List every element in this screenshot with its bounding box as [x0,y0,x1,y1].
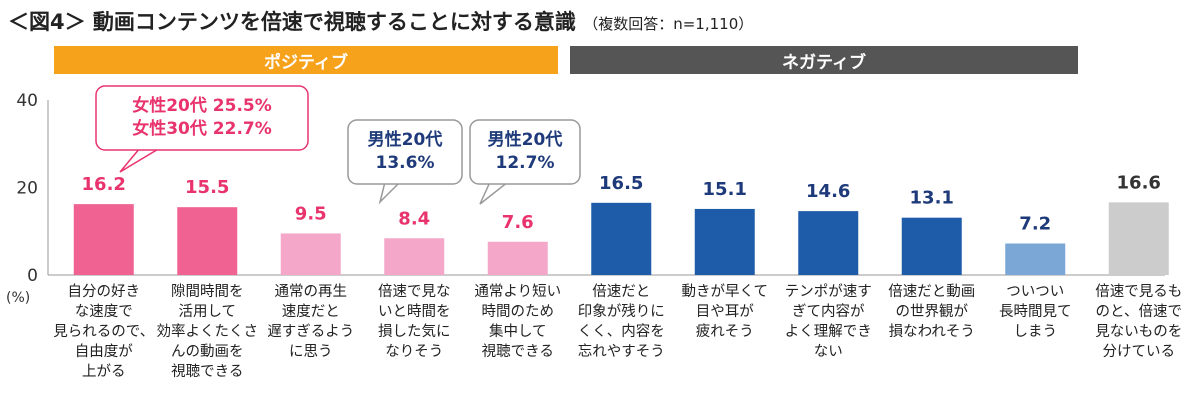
bar [1108,202,1169,275]
x-tick-label: 目や耳が [696,303,754,320]
x-tick-label: 自分の好き [68,283,141,300]
bar [280,233,341,275]
bar [487,241,548,275]
x-tick-label: 視聴できる [482,343,554,360]
bar-value-label: 13.1 [910,188,954,209]
x-tick-label: ない [814,343,843,360]
callout-box [469,119,581,185]
bar [798,211,859,275]
callout-text: 女性30代 22.7% [132,118,272,139]
x-tick-label: 倍速だと [592,283,650,300]
x-tick-label: 集中して [489,323,547,340]
y-tick-label: 20 [16,179,38,199]
bar-value-label: 16.2 [82,174,126,195]
positive-group-header: ポジティブ [54,46,558,74]
x-tick-label: 隙間時間を [171,283,244,300]
x-tick-label: 損なわれそう [889,323,975,340]
x-tick-label: 上がる [82,363,126,380]
x-tick-label: のと、倍速で [1096,303,1182,320]
x-tick-label: 倍速で見な [378,283,451,300]
x-tick-label: しまう [1014,324,1058,340]
callout-text: 12.7% [496,153,555,173]
x-tick-label: テンポが速す [785,283,872,300]
title-text: ＜図4＞ 動画コンテンツを倍速で視聴することに対する意識 [8,10,576,34]
x-tick-label: 通常より短い [474,283,561,300]
x-tick-label: 遅すぎるよう [267,323,354,340]
bar-value-label: 15.5 [185,177,229,198]
bar-value-label: 15.1 [703,179,747,200]
bar [384,238,445,275]
bar-value-label: 7.2 [1019,214,1051,235]
callout-tail [479,181,511,205]
sample-size-note: （複数回答：n=1,110） [583,15,754,33]
x-tick-label: よく理解でき [785,323,872,340]
callout-box [95,85,309,151]
x-tick-label: 効率よくたくさ [157,323,259,340]
x-tick-label: 時間のため [482,303,555,320]
x-tick-label: 忘れやすそう [578,343,665,360]
x-tick-label: 通常の再生 [275,283,348,300]
y-tick-label: 40 [16,91,38,111]
bar-value-label: 16.6 [1117,172,1161,193]
bar [73,204,134,275]
x-tick-label: 倍速で見るも [1095,283,1182,300]
bar [591,202,652,275]
x-tick-label: 速度だと [282,303,340,320]
x-tick-label: に思う [289,344,333,360]
x-tick-label: ついつい [1006,284,1064,300]
y-axis-unit-label: (%) [6,290,30,306]
callout-text: 男性20代 [368,129,443,150]
x-tick-label: 印象が残りに [578,303,665,320]
y-tick-label: 0 [27,266,38,286]
x-tick-label: 自由度が [75,343,133,360]
bar-value-label: 8.4 [398,208,430,229]
chart-title: ＜図4＞ 動画コンテンツを倍速で視聴することに対する意識 （複数回答：n=1,1… [8,6,753,36]
callout-bubble: 女性20代 25.5%女性30代 22.7% [95,85,309,173]
callout-text: 13.6% [376,153,435,173]
x-tick-label: 倍速だと動画 [888,283,975,300]
x-tick-label: 見られるので、 [53,323,154,340]
x-tick-label: 視聴できる [171,363,243,380]
callout-tail [119,147,163,173]
x-tick-label: なりそう [385,343,443,360]
callout-box [347,119,463,185]
x-tick-label: な速度で [75,303,133,320]
callout-bubble: 男性20代 13.6% [347,119,463,205]
x-tick-label: 分けている [1103,343,1176,360]
callout-bubble: 男性20代 12.7% [469,119,581,205]
x-tick-label: いと時間を [378,303,451,320]
bar-value-label: 16.5 [599,173,643,194]
bar [1005,243,1066,275]
bar [177,207,238,275]
x-tick-label: の世界観が [896,303,969,320]
x-tick-label: 損した気に [378,323,451,340]
bar-value-label: 7.6 [502,212,534,233]
bar-value-label: 9.5 [295,203,327,224]
x-tick-label: 長時間見て [999,303,1072,320]
x-tick-label: 疲れそう [696,323,754,340]
bar [694,208,755,275]
bar [901,217,962,275]
x-tick-label: んの動画を [171,343,244,360]
x-tick-label: ぎて内容が [792,303,865,320]
negative-group-header: ネガティブ [570,46,1078,74]
callout-tail [378,181,402,205]
callout-text: 女性20代 25.5% [132,95,272,116]
x-tick-label: 活用して [178,303,236,320]
negative-group-label: ネガティブ [782,52,866,73]
callout-text: 男性20代 [488,129,563,150]
x-tick-label: 動きが早くて [681,283,768,300]
x-tick-label: くく、内容を [578,323,665,340]
bar-value-label: 14.6 [806,181,850,202]
positive-group-label: ポジティブ [264,52,348,73]
x-tick-label: 見ないものを [1095,323,1182,340]
